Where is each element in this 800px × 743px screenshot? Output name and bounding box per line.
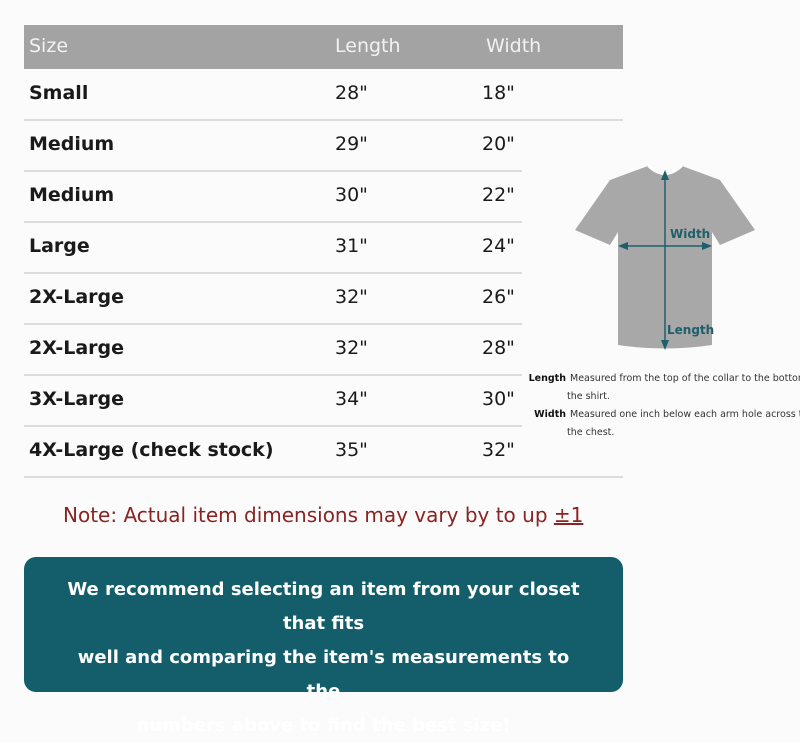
tshirt-diagram: Width Length xyxy=(575,165,755,350)
width-cell: 32" xyxy=(482,439,515,461)
recommendation-line: numbers above to find the best size! xyxy=(136,715,511,736)
size-cell: 2X-Large xyxy=(29,286,124,308)
recommendation-line: We recommend selecting an item from your… xyxy=(67,579,580,634)
table-row: 2X-Large 32" 28" xyxy=(24,324,623,375)
length-cell: 28" xyxy=(335,82,368,104)
width-cell: 24" xyxy=(482,235,515,257)
width-cell: 26" xyxy=(482,286,515,308)
row-divider xyxy=(24,272,522,274)
length-cell: 35" xyxy=(335,439,368,461)
length-cell: 32" xyxy=(335,337,368,359)
row-divider xyxy=(24,476,623,478)
recommendation-line: well and comparing the item's measuremen… xyxy=(77,647,570,702)
length-cell: 32" xyxy=(335,286,368,308)
length-cell: 34" xyxy=(335,388,368,410)
length-definition-cont: the shirt. xyxy=(567,391,610,402)
note-value: ±1 xyxy=(553,503,584,527)
note-text: Note: Actual item dimensions may vary by… xyxy=(63,503,554,527)
row-divider xyxy=(24,170,522,172)
header-length: Length xyxy=(335,35,401,57)
length-label: Length xyxy=(667,323,714,337)
width-cell: 18" xyxy=(482,82,515,104)
table-row: Large 31" 24" xyxy=(24,222,623,273)
table-row: Medium 29" 20" xyxy=(24,120,623,171)
measurement-legend: Length Measured from the top of the colla… xyxy=(526,370,800,442)
size-cell: Small xyxy=(29,82,89,104)
table-row: 2X-Large 32" 26" xyxy=(24,273,623,324)
row-divider xyxy=(24,323,522,325)
size-cell: 4X-Large (check stock) xyxy=(29,439,274,461)
header-width: Width xyxy=(486,35,542,57)
width-cell: 20" xyxy=(482,133,515,155)
header-size: Size xyxy=(29,35,69,57)
length-term: Length xyxy=(528,373,566,384)
width-label: Width xyxy=(670,227,710,241)
row-divider xyxy=(24,221,522,223)
table-header: Size Length Width xyxy=(24,25,623,69)
width-cell: 28" xyxy=(482,337,515,359)
size-cell: Medium xyxy=(29,184,115,206)
row-divider xyxy=(24,425,522,427)
recommendation-box: We recommend selecting an item from your… xyxy=(24,557,623,736)
dimension-note: Note: Actual item dimensions may vary by… xyxy=(63,503,583,527)
table-row: 3X-Large 34" 30" xyxy=(24,375,623,426)
width-cell: 22" xyxy=(482,184,515,206)
table-row: Medium 30" 22" xyxy=(24,171,623,222)
row-divider xyxy=(24,374,522,376)
width-definition-cont: the chest. xyxy=(567,427,615,438)
row-divider xyxy=(24,119,623,121)
length-cell: 29" xyxy=(335,133,368,155)
size-cell: 3X-Large xyxy=(29,388,124,410)
width-definition: Measured one inch below each arm hole ac… xyxy=(570,409,800,420)
size-cell: Medium xyxy=(29,133,115,155)
size-cell: Large xyxy=(29,235,90,257)
width-term: Width xyxy=(534,409,566,420)
table-row: 4X-Large (check stock) 35" 32" xyxy=(24,426,623,477)
size-cell: 2X-Large xyxy=(29,337,124,359)
table-row: Small 28" 18" xyxy=(24,69,623,120)
length-cell: 31" xyxy=(335,235,368,257)
length-cell: 30" xyxy=(335,184,368,206)
width-cell: 30" xyxy=(482,388,515,410)
length-definition: Measured from the top of the collar to t… xyxy=(570,373,800,384)
